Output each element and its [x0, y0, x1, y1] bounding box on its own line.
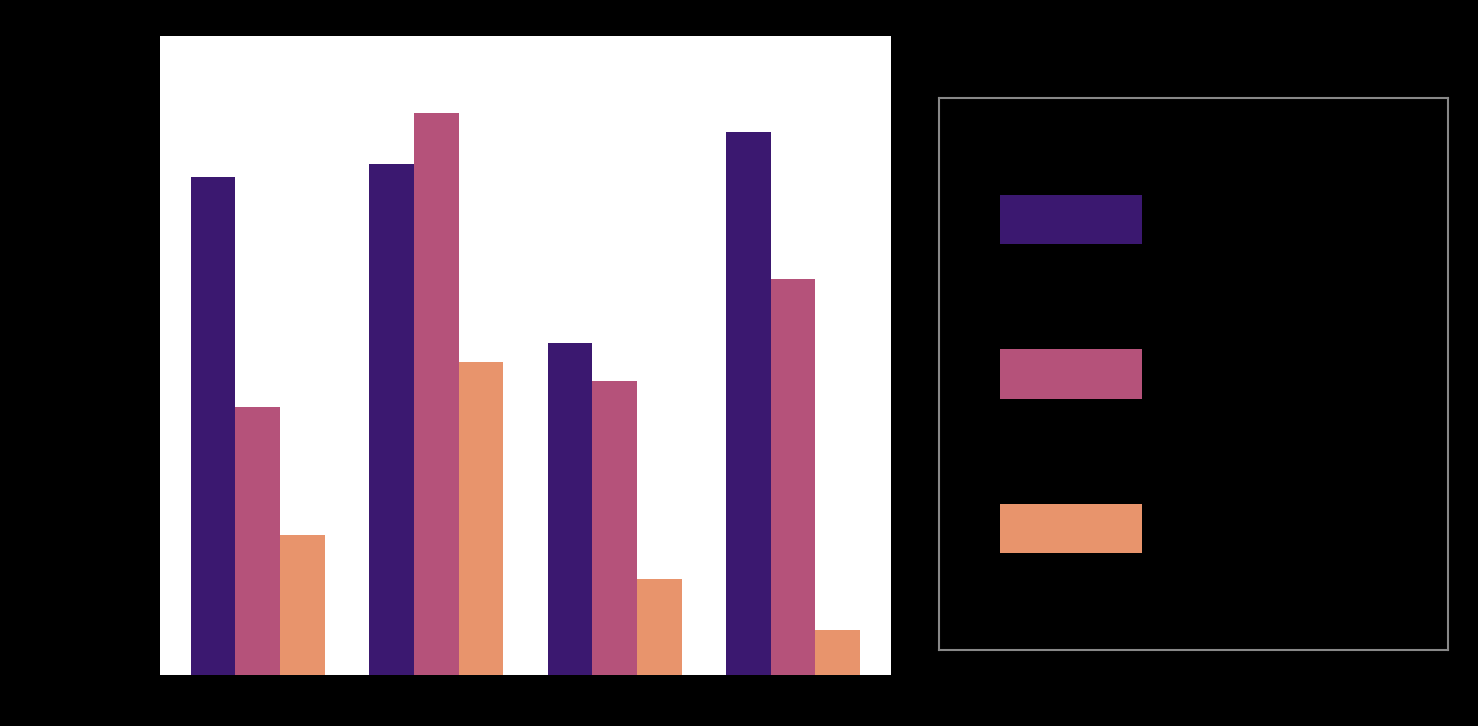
Bar [726, 132, 772, 675]
FancyBboxPatch shape [999, 504, 1142, 553]
Bar [370, 164, 414, 675]
Bar [548, 343, 593, 675]
Bar [191, 177, 235, 675]
FancyBboxPatch shape [999, 195, 1142, 244]
Bar [279, 534, 325, 675]
Bar [458, 362, 503, 675]
Bar [637, 579, 681, 675]
Bar [235, 407, 279, 675]
Bar [414, 113, 458, 675]
Bar [593, 381, 637, 675]
Bar [772, 279, 816, 675]
FancyBboxPatch shape [999, 349, 1142, 399]
Bar [816, 630, 860, 675]
